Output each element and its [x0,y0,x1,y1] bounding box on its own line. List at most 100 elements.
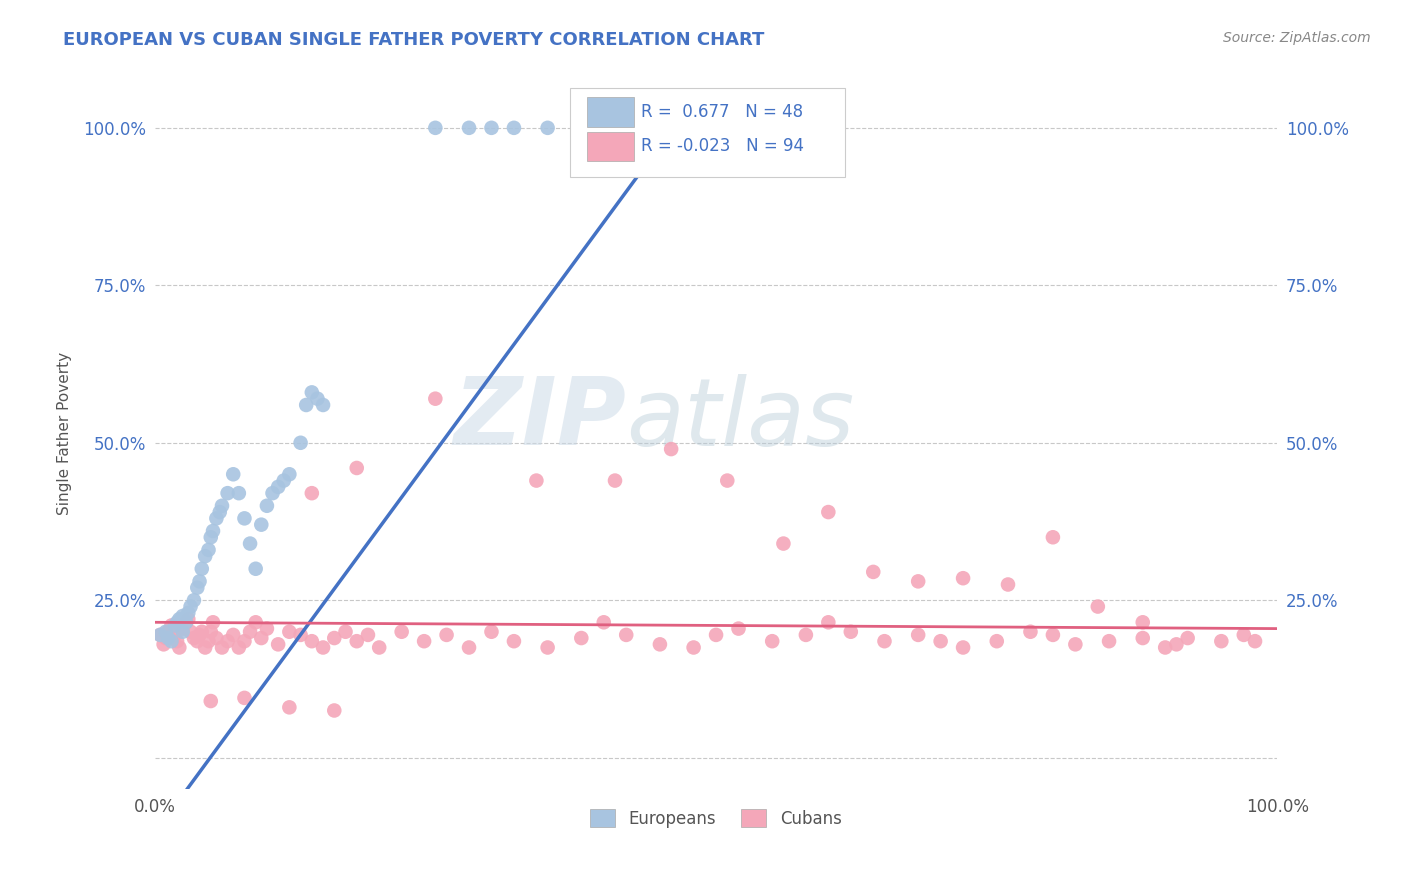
Point [157,624,180,639]
Point [211,640,233,655]
Point [200,694,222,708]
Point [569,631,592,645]
Point [200,530,222,544]
Point [704,628,727,642]
Point [637,120,659,135]
Point [208,505,231,519]
Point [346,634,368,648]
Point [817,505,839,519]
Point [217,486,239,500]
Point [1019,624,1042,639]
Point [425,120,447,135]
Point [202,524,225,538]
Point [603,474,626,488]
Point [197,542,219,557]
Point [312,640,335,655]
Point [907,628,929,642]
Point [177,612,200,626]
Point [295,398,318,412]
Point [907,574,929,589]
Point [481,120,503,135]
Point [169,612,191,626]
Point [217,634,239,648]
Point [183,631,205,645]
Point [1087,599,1109,614]
Point [180,599,202,614]
Point [250,517,273,532]
Point [603,120,626,135]
Point [267,637,290,651]
Point [239,624,262,639]
Text: EUROPEAN VS CUBAN SINGLE FATHER POVERTY CORRELATION CHART: EUROPEAN VS CUBAN SINGLE FATHER POVERTY … [63,31,765,49]
Point [188,628,211,642]
Point [222,467,245,482]
Point [368,640,391,655]
FancyBboxPatch shape [586,131,634,161]
Point [772,536,794,550]
Point [335,624,357,639]
Point [222,628,245,642]
Point [174,615,197,630]
Point [152,637,174,651]
Point [659,442,682,456]
Point [873,634,896,648]
Text: R = -0.023   N = 94: R = -0.023 N = 94 [641,137,804,155]
Point [233,634,256,648]
Point [172,624,194,639]
Point [526,474,548,488]
Point [952,640,974,655]
Point [1177,631,1199,645]
Text: R =  0.677   N = 48: R = 0.677 N = 48 [641,103,803,121]
Point [503,634,526,648]
Point [323,631,346,645]
Point [862,565,884,579]
Point [149,628,172,642]
Point [323,704,346,718]
Point [233,690,256,705]
Point [245,615,267,630]
Text: Source: ZipAtlas.com: Source: ZipAtlas.com [1223,31,1371,45]
Point [952,571,974,585]
Point [436,628,458,642]
Point [186,634,208,648]
Point [166,634,188,648]
Point [503,120,526,135]
Point [157,631,180,645]
Point [177,606,200,620]
Point [245,562,267,576]
Point [180,624,202,639]
Point [986,634,1008,648]
Point [1042,530,1064,544]
Point [250,631,273,645]
Point [191,562,214,576]
Point [169,640,191,655]
Point [194,640,217,655]
Point [1132,615,1154,630]
Point [357,628,380,642]
Point [160,634,183,648]
Legend: Europeans, Cubans: Europeans, Cubans [583,803,848,834]
Point [301,634,323,648]
Point [278,624,301,639]
Point [727,622,749,636]
Point [997,577,1019,591]
Point [172,622,194,636]
FancyBboxPatch shape [569,88,845,178]
Point [301,486,323,500]
Point [194,549,217,563]
Point [155,631,177,645]
Point [188,574,211,589]
Point [202,615,225,630]
Point [312,398,335,412]
Point [228,486,250,500]
Point [163,618,186,632]
Point [839,624,862,639]
Text: atlas: atlas [626,374,855,465]
Point [929,634,952,648]
Point [290,435,312,450]
Point [648,637,671,651]
Point [211,499,233,513]
Point [233,511,256,525]
Point [1244,634,1267,648]
Point [205,511,228,525]
